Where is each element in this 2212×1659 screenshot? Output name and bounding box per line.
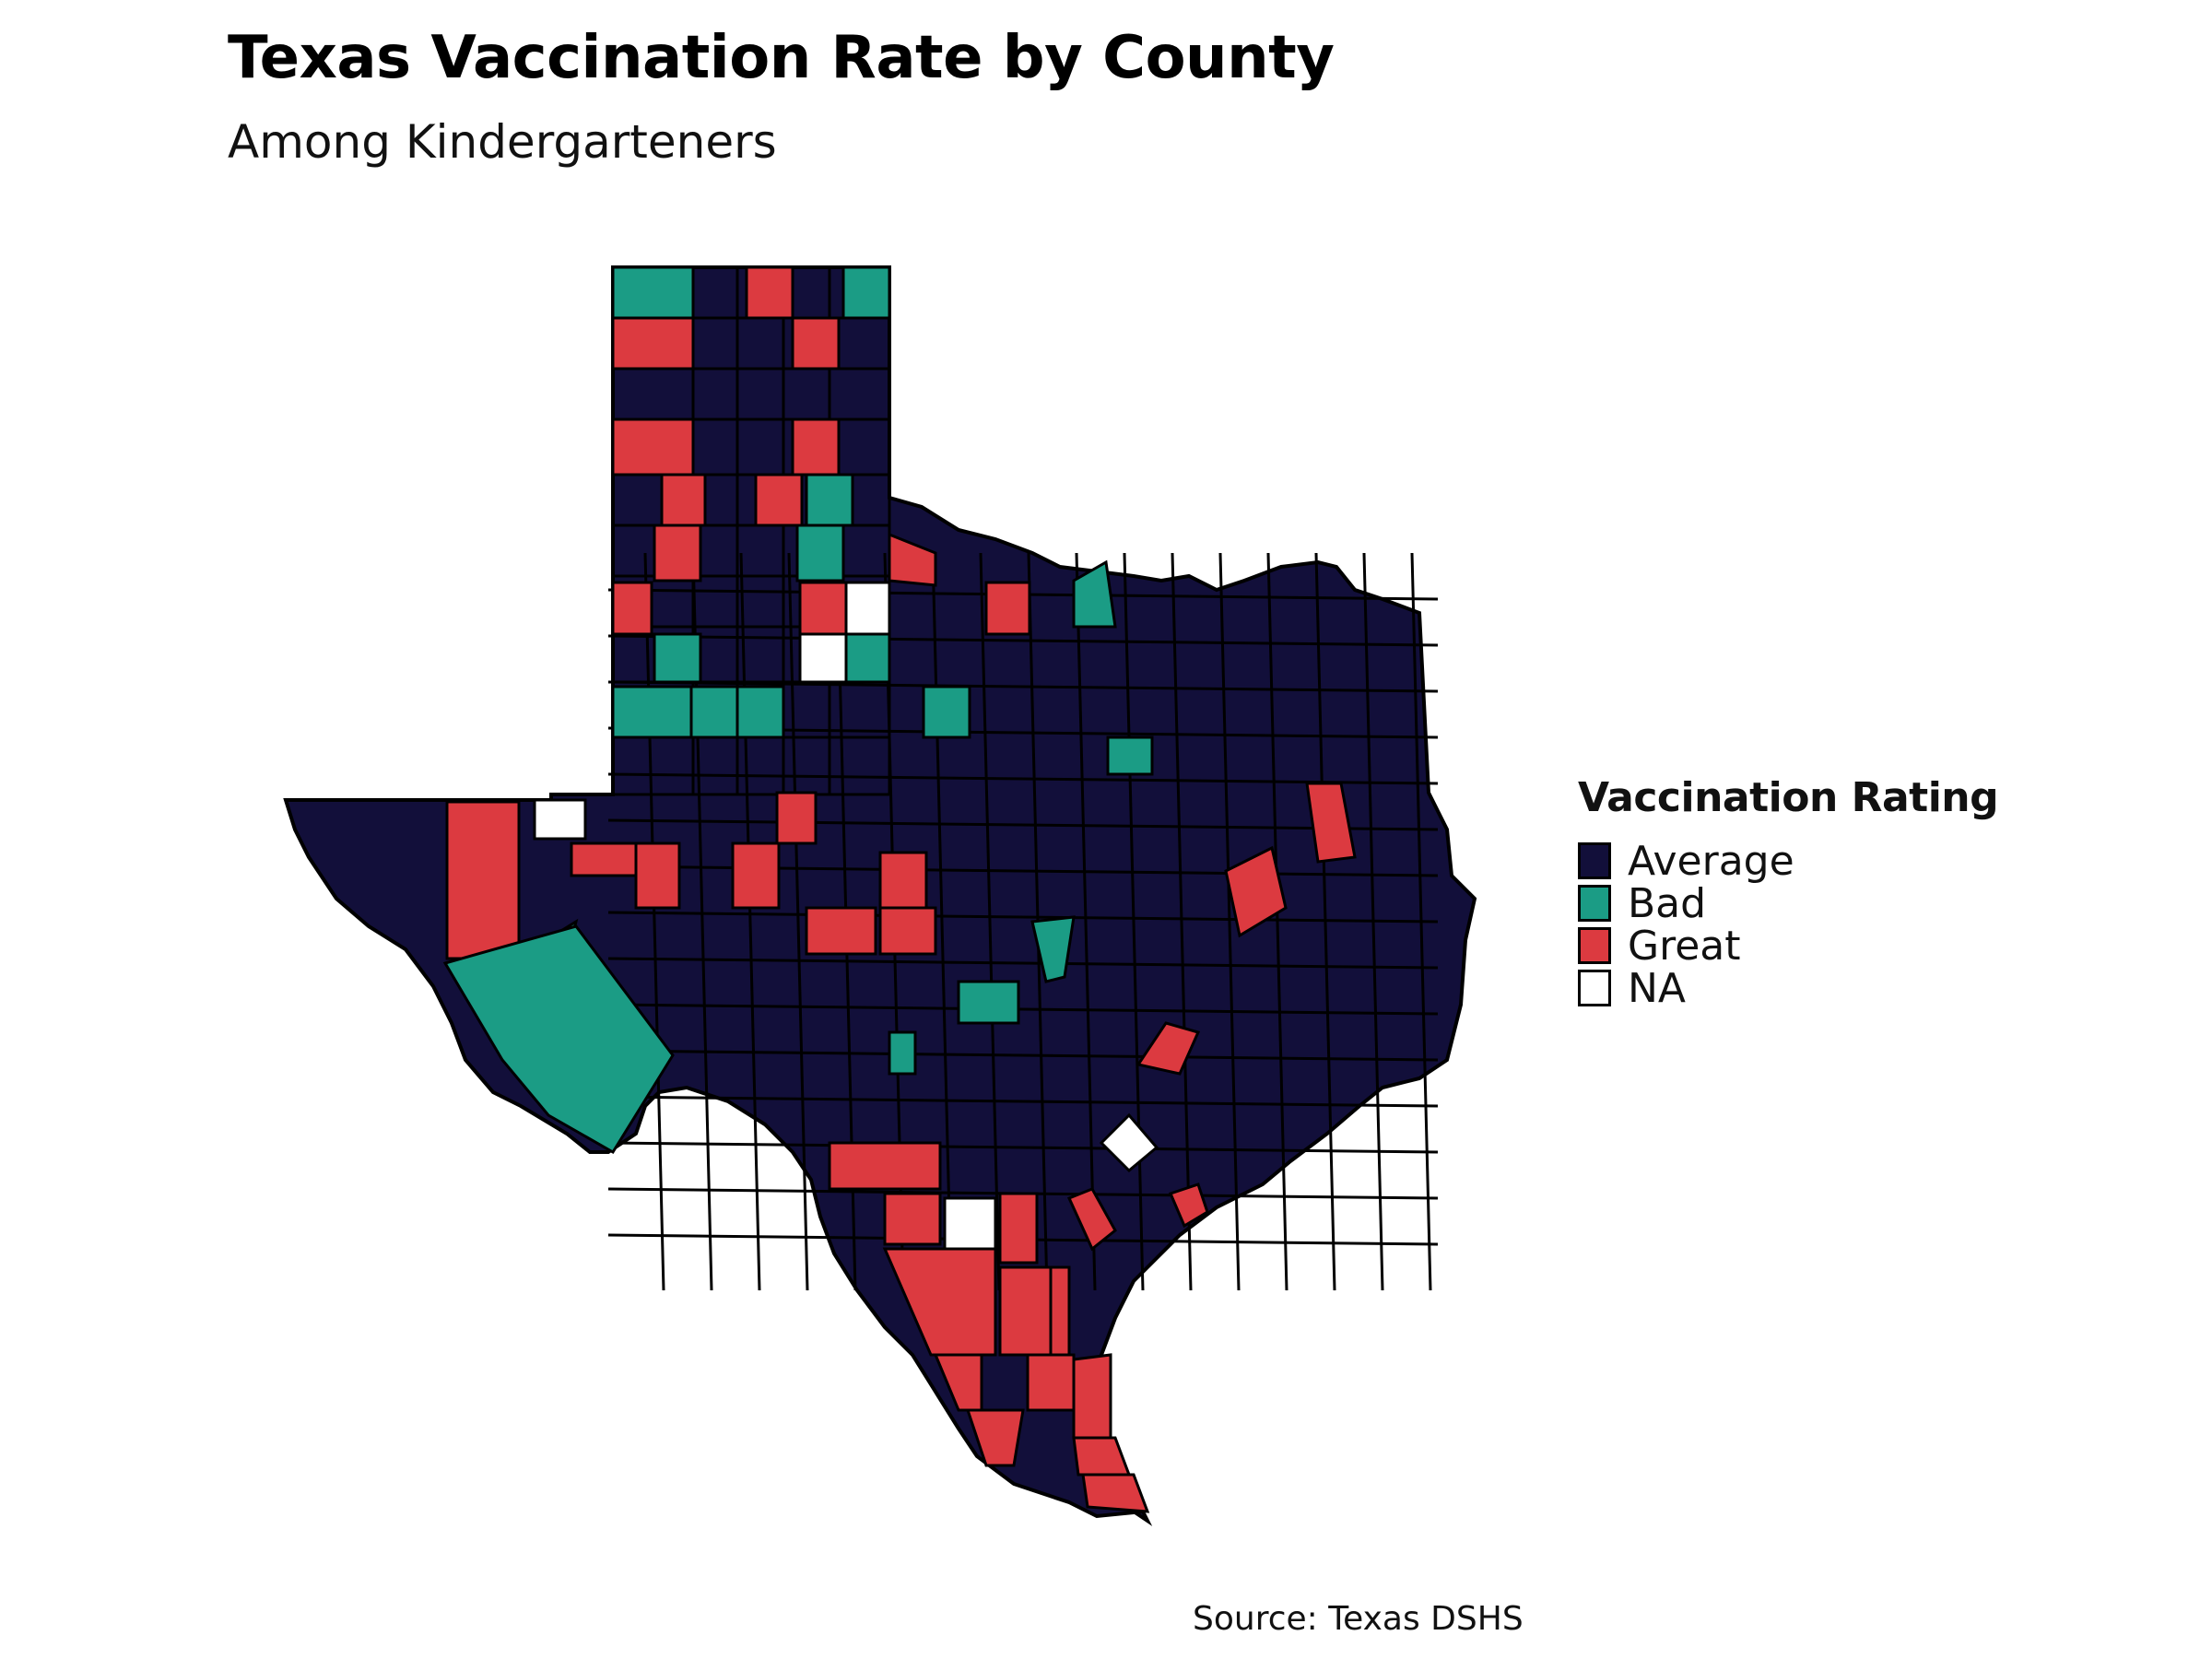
county-great-51: [998, 1265, 1053, 1357]
county-bad-40: [957, 980, 1020, 1025]
county-great-14: [798, 581, 848, 636]
county-great-34: [878, 906, 937, 956]
county-bad-2: [841, 265, 891, 320]
county-bad-0: [611, 265, 695, 320]
county-great-8: [754, 473, 804, 527]
county-bad-16: [653, 632, 702, 684]
county-bad-11: [795, 524, 845, 582]
county-bad-38: [442, 924, 675, 1155]
county-bad-24: [922, 685, 971, 739]
county-great-57: [1072, 1436, 1132, 1477]
county-bad-21: [611, 685, 693, 739]
legend-item-average: Average: [1578, 837, 1998, 885]
county-great-36: [1224, 845, 1288, 938]
county-great-49: [1168, 1182, 1209, 1229]
legend-title: Vaccination Rating: [1578, 774, 1999, 821]
legend: Vaccination Rating Average Bad Great NA: [1578, 774, 1999, 1012]
county-great-1: [745, 265, 794, 320]
county-great-6: [791, 418, 841, 477]
legend-swatch-average: [1578, 842, 1611, 879]
county-great-42: [1135, 1021, 1201, 1076]
county-bad-20: [1072, 559, 1117, 629]
county-great-50: [882, 1247, 997, 1357]
county-na-26: [533, 798, 587, 841]
legend-label-na: NA: [1628, 964, 1687, 1012]
legend-label-great: Great: [1628, 922, 1741, 970]
county-great-13: [611, 581, 653, 636]
legend-swatch-great: [1578, 927, 1611, 964]
county-great-55: [1072, 1353, 1112, 1440]
county-na-15: [844, 581, 891, 636]
county-bad-22: [689, 685, 739, 739]
county-great-19: [984, 581, 1031, 636]
county-great-58: [1081, 1473, 1150, 1513]
legend-item-bad: Bad: [1578, 879, 1998, 927]
county-great-29: [634, 841, 681, 910]
county-great-12: [888, 532, 937, 587]
page-title: Texas Vaccination Rate by County: [228, 24, 1335, 92]
county-great-27: [445, 800, 521, 960]
county-great-48: [1066, 1187, 1117, 1252]
county-great-3: [611, 316, 695, 371]
county-na-43: [1099, 1112, 1159, 1173]
county-great-4: [791, 316, 841, 371]
legend-label-average: Average: [1628, 837, 1794, 885]
legend-item-na: NA: [1578, 964, 1998, 1012]
county-great-32: [878, 851, 928, 910]
county-great-28: [570, 841, 638, 877]
county-great-33: [805, 906, 877, 956]
county-bad-23: [735, 685, 785, 739]
county-great-54: [1026, 1353, 1076, 1412]
county-great-10: [653, 524, 702, 582]
county-bad-18: [844, 632, 891, 684]
legend-swatch-na: [1578, 970, 1611, 1006]
county-fills: [442, 265, 1357, 1513]
county-great-7: [660, 473, 707, 527]
county-bad-39: [1030, 915, 1076, 983]
county-great-35: [1305, 782, 1357, 864]
county-bad-9: [805, 473, 854, 527]
county-great-47: [998, 1192, 1039, 1265]
county-bad-25: [1106, 735, 1154, 776]
county-great-52: [1049, 1265, 1071, 1357]
county-bad-41: [888, 1030, 917, 1076]
page-subtitle: Among Kindergarteners: [228, 115, 777, 169]
county-na-17: [798, 632, 848, 684]
county-great-5: [611, 418, 695, 477]
county-great-44: [828, 1141, 942, 1191]
county-great-31: [775, 791, 818, 845]
source-caption: Source: Texas DSHS: [1193, 1600, 1524, 1638]
county-great-30: [731, 841, 781, 910]
legend-label-bad: Bad: [1628, 879, 1707, 927]
county-great-45: [883, 1192, 942, 1246]
legend-item-great: Great: [1578, 922, 1998, 970]
county-great-56: [965, 1408, 1025, 1467]
legend-swatch-bad: [1578, 885, 1611, 922]
